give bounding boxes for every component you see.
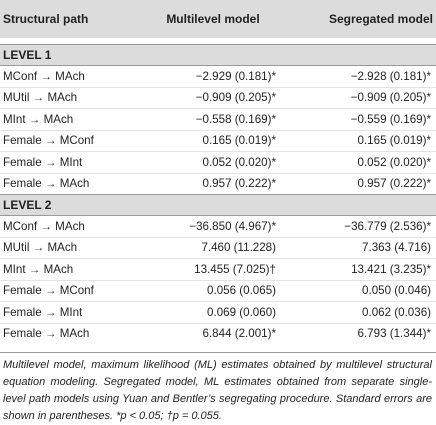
path-cell: Female → MAch: [3, 177, 90, 191]
multilevel-estimate-cell: −0.909 (0.205)*: [138, 87, 288, 109]
segregated-estimate-cell: −0.909 (0.205)*: [288, 87, 436, 109]
path-estimates-table: Structural path Multilevel model Segrega…: [0, 0, 436, 344]
path-cell: Female → MInt: [0, 151, 138, 174]
table-row: MConf → MAch −36.850 (4.967)* −36.779 (2…: [0, 215, 436, 238]
multilevel-estimate-cell: 13.455 (7.025)†: [138, 258, 288, 281]
path-cell: MInt → MAch: [0, 258, 138, 281]
path-cell: MInt → MAch: [0, 108, 138, 131]
path-cell: MConf → MAch: [0, 65, 138, 88]
path-cell: Female → MConf: [0, 280, 138, 302]
multilevel-estimate-cell: 0.165 (0.019)*: [138, 130, 288, 152]
multilevel-estimate-cell: 0.957 (0.222)*: [202, 177, 276, 191]
path-cell: MConf → MAch: [0, 215, 138, 238]
segregated-estimate-cell: 0.062 (0.036): [288, 301, 436, 324]
path-cell: Female → MConf: [0, 130, 138, 152]
segregated-estimate-cell: 13.421 (3.235)*: [288, 258, 436, 281]
path-cell: MUtil → MAch: [0, 87, 138, 109]
table-row: Female → MConf 0.165 (0.019)* 0.165 (0.0…: [0, 130, 436, 152]
table-footnote: Multilevel model, maximum likelihood (ML…: [0, 352, 436, 425]
segregated-estimate-cell: 7.363 (4.716): [288, 237, 436, 259]
header-multilevel-model: Multilevel model: [138, 0, 288, 38]
segregated-estimate-cell: 6.793 (1.344)*: [357, 327, 431, 341]
table-row: MUtil → MAch 7.460 (11.228) 7.363 (4.716…: [0, 237, 436, 259]
multilevel-estimate-cell: 0.069 (0.060): [138, 301, 288, 324]
table-row: MInt → MAch −0.558 (0.169)* −0.559 (0.16…: [0, 108, 436, 131]
segregated-estimate-cell: −36.779 (2.536)*: [288, 215, 436, 238]
header-row: Structural path Multilevel model Segrega…: [0, 0, 436, 38]
segregated-estimate-cell: 0.957 (0.222)*: [357, 177, 431, 191]
multilevel-estimate-cell: 6.844 (2.001)*: [202, 327, 276, 341]
segregated-estimate-cell: 0.052 (0.020)*: [288, 151, 436, 174]
table-row: Female → MConf 0.056 (0.065) 0.050 (0.04…: [0, 280, 436, 302]
table-row: Female → MAch 0.957 (0.222)* 0.957 (0.22…: [0, 173, 436, 195]
section-level-1: LEVEL 1: [0, 44, 436, 66]
footnote-text: Multilevel model, maximum likelihood (ML…: [3, 359, 432, 422]
multilevel-estimate-cell: 0.056 (0.065): [138, 280, 288, 302]
path-cell: MUtil → MAch: [0, 237, 138, 259]
path-cell: Female → MAch: [3, 327, 90, 341]
segregated-estimate-cell: −0.559 (0.169)*: [288, 108, 436, 131]
section-label: LEVEL 1: [0, 44, 436, 66]
multilevel-estimate-cell: 0.052 (0.020)*: [138, 151, 288, 174]
path-cell: Female → MInt: [0, 301, 138, 324]
table-row: MInt → MAch 13.455 (7.025)† 13.421 (3.23…: [0, 258, 436, 281]
segregated-estimate-cell: 0.165 (0.019)*: [288, 130, 436, 152]
segregated-estimate-cell: 0.050 (0.046): [288, 280, 436, 302]
table-row: Female → MAch 6.844 (2.001)* 6.793 (1.34…: [0, 323, 436, 344]
multilevel-estimate-cell: −2.929 (0.181)*: [138, 65, 288, 88]
multilevel-estimate-cell: 7.460 (11.228): [138, 237, 288, 259]
segregated-estimate-cell: −2.928 (0.181)*: [288, 65, 436, 88]
multilevel-estimate-cell: −0.558 (0.169)*: [138, 108, 288, 131]
table-row: Female → MInt 0.052 (0.020)* 0.052 (0.02…: [0, 151, 436, 174]
multilevel-estimate-cell: −36.850 (4.967)*: [138, 215, 288, 238]
header-structural-path: Structural path: [0, 0, 138, 38]
section-level-2: LEVEL 2: [0, 194, 436, 216]
table-row: Female → MInt 0.069 (0.060) 0.062 (0.036…: [0, 301, 436, 324]
table-row: MUtil → MAch −0.909 (0.205)* −0.909 (0.2…: [0, 87, 436, 109]
table-row: MConf → MAch −2.929 (0.181)* −2.928 (0.1…: [0, 65, 436, 88]
header-segregated-model: Segregated model: [288, 0, 436, 38]
section-label: LEVEL 2: [0, 194, 436, 216]
